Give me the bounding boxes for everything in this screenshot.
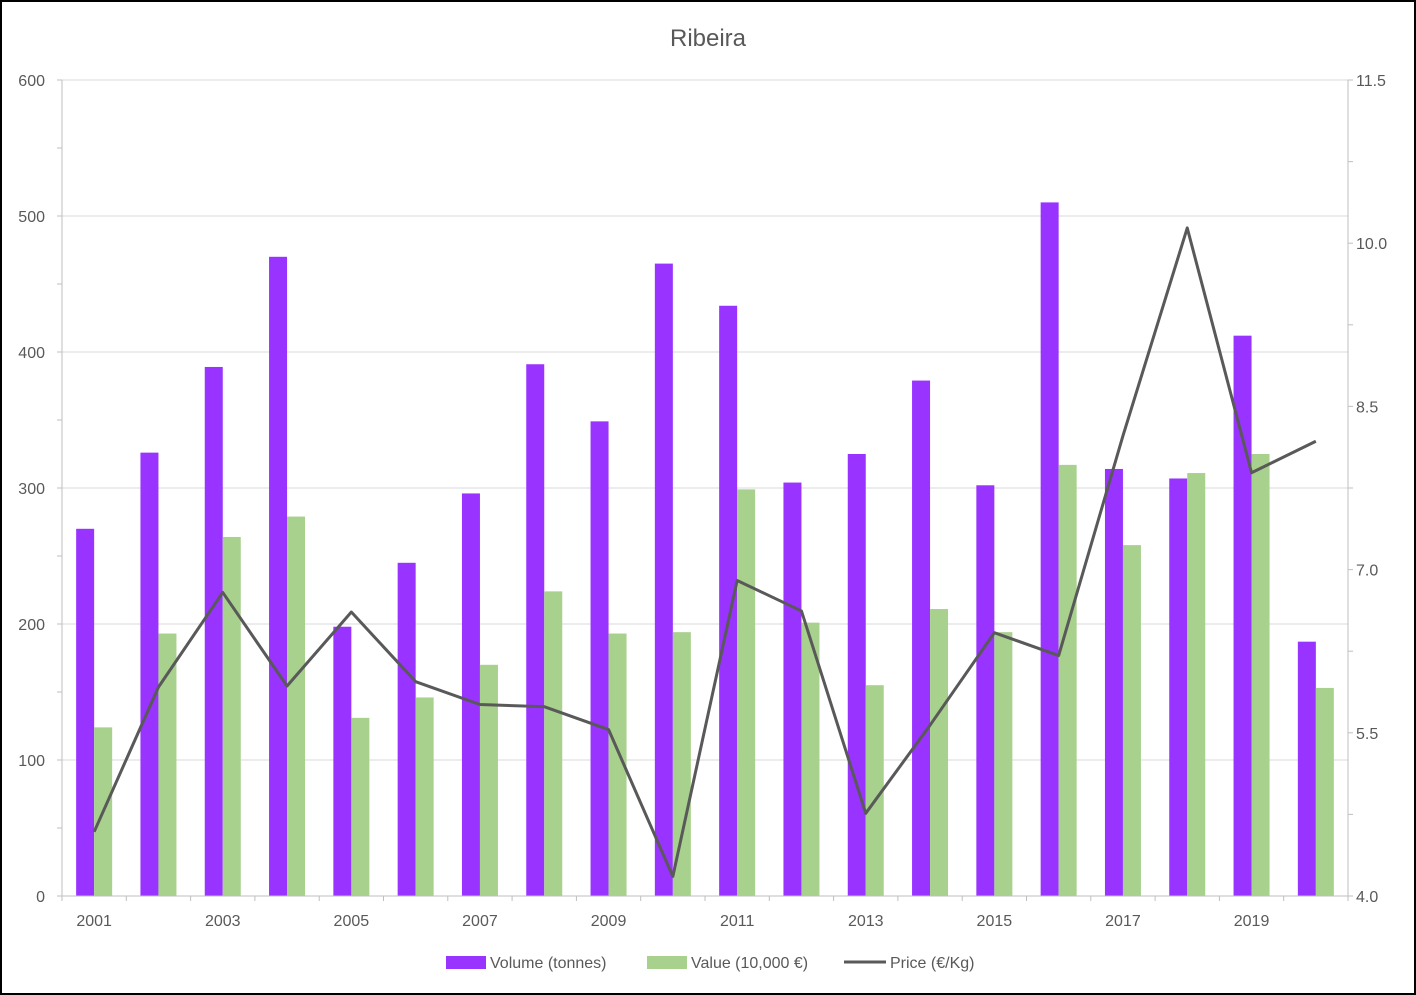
bar-value <box>222 536 241 896</box>
y-left-tick-label: 500 <box>18 209 45 226</box>
y-left-tick-label: 600 <box>18 73 45 90</box>
bar-volume <box>654 263 673 897</box>
bar-value <box>608 633 627 896</box>
x-tick-label: 2005 <box>334 913 370 930</box>
bar-volume <box>269 256 288 896</box>
legend-swatch <box>647 956 687 969</box>
bar-volume <box>461 493 480 896</box>
y-right-tick-label: 7.0 <box>1356 563 1378 580</box>
bar-value <box>801 622 820 896</box>
bar-value <box>415 697 434 896</box>
bars <box>76 202 1334 897</box>
y-right-tick-label: 4.0 <box>1356 889 1378 906</box>
x-tick-label: 2011 <box>720 913 755 930</box>
bar-value <box>1058 464 1077 896</box>
x-tick-label: 2007 <box>462 913 498 930</box>
x-tick-label: 2019 <box>1234 913 1270 930</box>
bar-volume <box>526 364 545 896</box>
chart-title: Ribeira <box>670 25 747 52</box>
bar-volume <box>912 380 931 896</box>
x-tick-label: 2009 <box>591 913 627 930</box>
legend-swatch <box>446 956 486 969</box>
bar-value <box>1187 473 1206 896</box>
legend-label: Price (€/Kg) <box>890 955 974 972</box>
bar-value <box>479 664 498 896</box>
bar-value <box>672 632 691 896</box>
x-tick-label: 2001 <box>76 913 112 930</box>
bar-value <box>737 489 756 896</box>
bar-volume <box>590 421 609 896</box>
x-tick-label: 2003 <box>205 913 241 930</box>
bar-volume <box>397 562 416 896</box>
y-left-tick-label: 200 <box>18 617 45 634</box>
bar-volume <box>847 454 866 896</box>
bar-value <box>287 516 306 896</box>
bar-value <box>930 609 949 896</box>
grid-lines <box>62 79 1348 897</box>
bar-value <box>1315 687 1334 896</box>
bar-value <box>865 685 884 896</box>
bar-volume <box>1104 468 1123 896</box>
bar-value <box>544 591 563 896</box>
bar-value <box>1251 454 1270 896</box>
y-right-tick-label: 5.5 <box>1356 726 1378 743</box>
bar-volume <box>76 528 95 896</box>
y-left-tick-label: 100 <box>18 753 45 770</box>
bar-volume <box>204 366 223 897</box>
x-tick-label: 2013 <box>848 913 884 930</box>
y-right-tick-label: 11.5 <box>1356 73 1386 90</box>
price-series-line <box>92 226 1317 878</box>
bar-volume <box>1169 478 1188 896</box>
bar-value <box>994 632 1013 896</box>
bar-volume <box>1040 202 1059 896</box>
bar-volume <box>1297 641 1316 896</box>
price-line <box>92 226 1317 878</box>
x-tick-label: 2015 <box>977 913 1013 930</box>
bar-volume <box>976 485 995 896</box>
bar-value <box>158 633 177 896</box>
y-right-tick-label: 8.5 <box>1356 399 1378 416</box>
x-tick-label: 2017 <box>1105 913 1141 930</box>
bar-value <box>1122 545 1141 896</box>
bar-volume <box>783 482 802 896</box>
legend-label: Volume (tonnes) <box>490 955 607 972</box>
bar-volume <box>1233 335 1252 896</box>
legend: Volume (tonnes) Value (10,000 €) Price (€/… <box>446 955 974 972</box>
bar-volume <box>140 452 159 896</box>
y-left-tick-label: 400 <box>18 345 45 362</box>
bar-volume <box>333 626 352 896</box>
axes: 0 100 200 300 400 500 600 4.0 5.5 7.0 8.5 10.0 11.5 2… <box>18 73 1387 930</box>
legend-label: Value (10,000 €) <box>691 955 808 972</box>
bar-volume <box>719 305 738 896</box>
bar-value <box>351 717 370 896</box>
y-right-tick-label: 10.0 <box>1356 236 1387 253</box>
y-left-tick-label: 0 <box>36 889 45 906</box>
y-left-tick-label: 300 <box>18 481 45 498</box>
